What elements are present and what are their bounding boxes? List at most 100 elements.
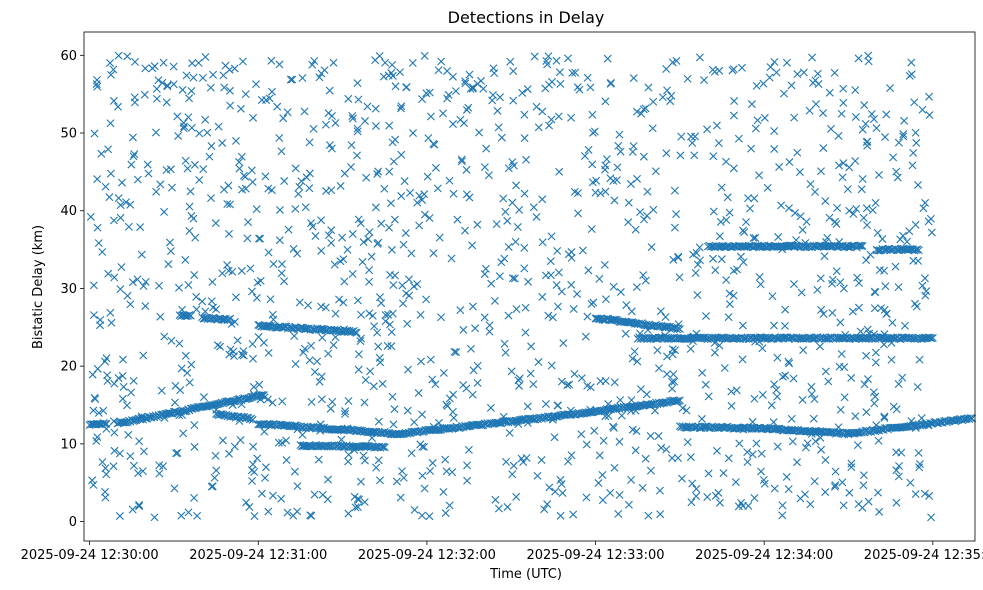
- scatter-point: [918, 281, 927, 290]
- scatter-point: [614, 509, 623, 518]
- scatter-point: [329, 341, 338, 350]
- scatter-point: [751, 124, 760, 133]
- scatter-point: [924, 217, 933, 226]
- scatter-point: [627, 396, 636, 405]
- scatter-point: [388, 392, 397, 401]
- scatter-point: [496, 93, 505, 102]
- scatter-point: [573, 189, 582, 198]
- scatter-point: [450, 347, 459, 356]
- scatter-point: [380, 443, 389, 452]
- scatter-point: [738, 321, 747, 330]
- scatter-point: [390, 215, 399, 224]
- scatter-point: [810, 395, 819, 404]
- scatter-point: [364, 234, 373, 243]
- scatter-point: [374, 238, 383, 247]
- scatter-point: [293, 507, 302, 516]
- scatter-point: [586, 83, 595, 92]
- scatter-point: [851, 112, 860, 121]
- scatter-point: [353, 124, 362, 133]
- scatter-point: [878, 234, 887, 243]
- scatter-point: [199, 393, 208, 402]
- scatter-point: [748, 450, 757, 459]
- scatter-point: [701, 380, 710, 389]
- scatter-point: [795, 168, 804, 177]
- scatter-point: [551, 487, 560, 496]
- scatter-point: [589, 298, 598, 307]
- scatter-point: [654, 364, 663, 373]
- scatter-point: [297, 177, 306, 186]
- scatter-point: [431, 380, 440, 389]
- scatter-point: [610, 378, 619, 387]
- scatter-point: [913, 382, 922, 391]
- scatter-point: [553, 302, 562, 311]
- scatter-point: [291, 164, 300, 173]
- scatter-point: [693, 260, 702, 269]
- scatter-point: [94, 239, 103, 248]
- scatter-point: [198, 73, 207, 82]
- scatter-point: [648, 124, 657, 133]
- scatter-point: [588, 178, 597, 187]
- scatter-point: [255, 234, 263, 243]
- scatter-point: [813, 285, 822, 294]
- scatter-point: [784, 357, 793, 366]
- scatter-point: [515, 374, 524, 383]
- scatter-point: [903, 237, 912, 246]
- scatter-point: [307, 341, 316, 350]
- scatter-point: [434, 418, 443, 427]
- scatter-point: [714, 139, 723, 148]
- scatter-point: [473, 220, 482, 229]
- scatter-point: [249, 442, 258, 451]
- scatter-point: [194, 58, 203, 67]
- scatter-point: [881, 282, 890, 291]
- scatter-point: [304, 301, 313, 310]
- scatter-point: [873, 228, 882, 237]
- scatter-point: [583, 312, 592, 321]
- scatter-point: [601, 187, 610, 196]
- scatter-point: [806, 180, 815, 189]
- scatter-point: [806, 500, 815, 509]
- scatter-point: [174, 283, 183, 292]
- scatter-point: [719, 469, 728, 478]
- scatter-point: [101, 464, 110, 473]
- scatter-point: [389, 420, 398, 429]
- scatter-point: [655, 486, 664, 495]
- scatter-point: [672, 210, 681, 219]
- scatter-point: [280, 277, 289, 286]
- scatter-point: [784, 204, 793, 213]
- scatter-point: [715, 66, 724, 75]
- scatter-point: [573, 83, 582, 92]
- scatter-point: [257, 489, 266, 498]
- scatter-point: [118, 178, 127, 187]
- scatter-point: [213, 341, 222, 350]
- scatter-point: [148, 64, 157, 73]
- scatter-point: [851, 156, 860, 165]
- scatter-point: [152, 187, 161, 196]
- scatter-point: [94, 408, 103, 417]
- scatter-point: [820, 252, 829, 261]
- scatter-point: [348, 114, 357, 123]
- scatter-point: [616, 396, 625, 405]
- scatter-point: [354, 350, 363, 359]
- scatter-point: [770, 380, 779, 389]
- scatter-point: [373, 328, 382, 337]
- scatter-point: [379, 442, 388, 451]
- scatter-point: [235, 158, 244, 167]
- scatter-point: [137, 250, 146, 259]
- scatter-point: [210, 473, 219, 482]
- scatter-point: [351, 328, 360, 337]
- scatter-point: [359, 238, 368, 247]
- scatter-point: [739, 226, 748, 235]
- scatter-point: [668, 345, 677, 354]
- scatter-point: [220, 185, 229, 194]
- scatter-point: [712, 446, 721, 455]
- scatter-point: [767, 401, 776, 410]
- scatter-point: [610, 463, 619, 472]
- scatter-point: [151, 128, 160, 137]
- scatter-point: [201, 53, 210, 61]
- scatter-point: [106, 308, 115, 317]
- scatter-point: [131, 57, 140, 66]
- scatter-point: [231, 136, 240, 145]
- scatter-point: [552, 56, 561, 65]
- scatter-point: [504, 242, 513, 251]
- scatter-point: [198, 297, 207, 306]
